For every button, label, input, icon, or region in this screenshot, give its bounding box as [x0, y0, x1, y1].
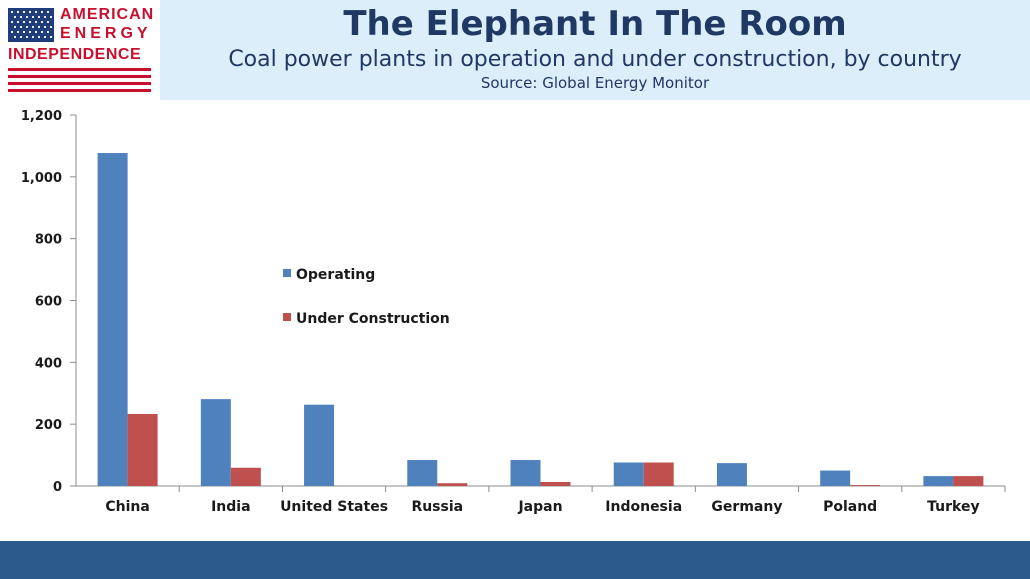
- x-tick-label: China: [105, 499, 149, 515]
- x-tick-label: United States: [280, 499, 388, 515]
- y-tick-label: 800: [35, 233, 62, 248]
- bar-operating-russia: [407, 460, 438, 486]
- page-title: The Elephant In The Room: [343, 4, 847, 44]
- bar-operating-united-states: [304, 404, 335, 486]
- source-note: Source: Global Energy Monitor: [480, 74, 710, 92]
- y-tick-label: 1,000: [21, 171, 62, 186]
- page-subtitle: Coal power plants in operation and under…: [228, 47, 962, 72]
- legend-swatch: [283, 313, 291, 321]
- us-flag-icon: [8, 8, 54, 42]
- x-axis: China India United States Russia Japan Indone…: [76, 485, 1006, 515]
- x-tick-label: Japan: [517, 499, 562, 515]
- legend-label: Operating: [296, 267, 375, 283]
- logo-text-american: AMERICAN: [60, 6, 155, 23]
- bar-under-construction-russia: [437, 483, 468, 486]
- y-tick-label: 1,200: [21, 109, 62, 124]
- legend: Operating Under Construction: [283, 267, 450, 327]
- legend-label: Under Construction: [296, 311, 450, 327]
- logo: AMERICAN ENERGY INDEPENDENCE: [0, 0, 160, 100]
- logo-stripes-icon: [8, 68, 151, 92]
- x-tick-label: India: [211, 499, 250, 515]
- x-tick-label: Turkey: [927, 499, 979, 515]
- bar-operating-india: [200, 399, 231, 486]
- bar-under-construction-poland: [850, 485, 881, 486]
- bar-chart: 0 200 400 600 800 1,000 1,200 China India United…: [21, 109, 1006, 515]
- bar-operating-china: [97, 153, 128, 486]
- bar-under-construction-indonesia: [643, 462, 674, 486]
- x-tick-label: Russia: [411, 499, 463, 515]
- x-tick-label: Poland: [823, 499, 877, 515]
- bar-operating-japan: [510, 460, 541, 486]
- logo-text-energy: ENERGY: [60, 25, 152, 42]
- bar-under-construction-india: [230, 467, 261, 486]
- footer-bar: [0, 541, 1030, 579]
- y-tick-label: 0: [53, 480, 62, 495]
- bar-operating-indonesia: [613, 462, 644, 486]
- x-tick-label: Indonesia: [605, 499, 682, 515]
- header-banner: AMERICAN ENERGY INDEPENDENCE The Elephan…: [0, 0, 1030, 100]
- x-tick-label: Germany: [711, 499, 782, 515]
- y-axis: 0 200 400 600 800 1,000 1,200: [21, 109, 77, 495]
- bar-under-construction-china: [127, 413, 158, 486]
- bar-operating-turkey: [923, 476, 954, 486]
- bar-operating-poland: [820, 470, 851, 486]
- logo-text-independence: INDEPENDENCE: [8, 46, 142, 63]
- legend-swatch: [283, 269, 291, 277]
- y-tick-label: 600: [35, 295, 62, 310]
- y-tick-label: 400: [35, 356, 62, 371]
- bar-operating-germany: [716, 463, 747, 486]
- bar-under-construction-japan: [540, 481, 571, 486]
- y-tick-label: 200: [35, 418, 62, 433]
- bar-under-construction-turkey: [953, 476, 984, 486]
- bars: [97, 153, 984, 486]
